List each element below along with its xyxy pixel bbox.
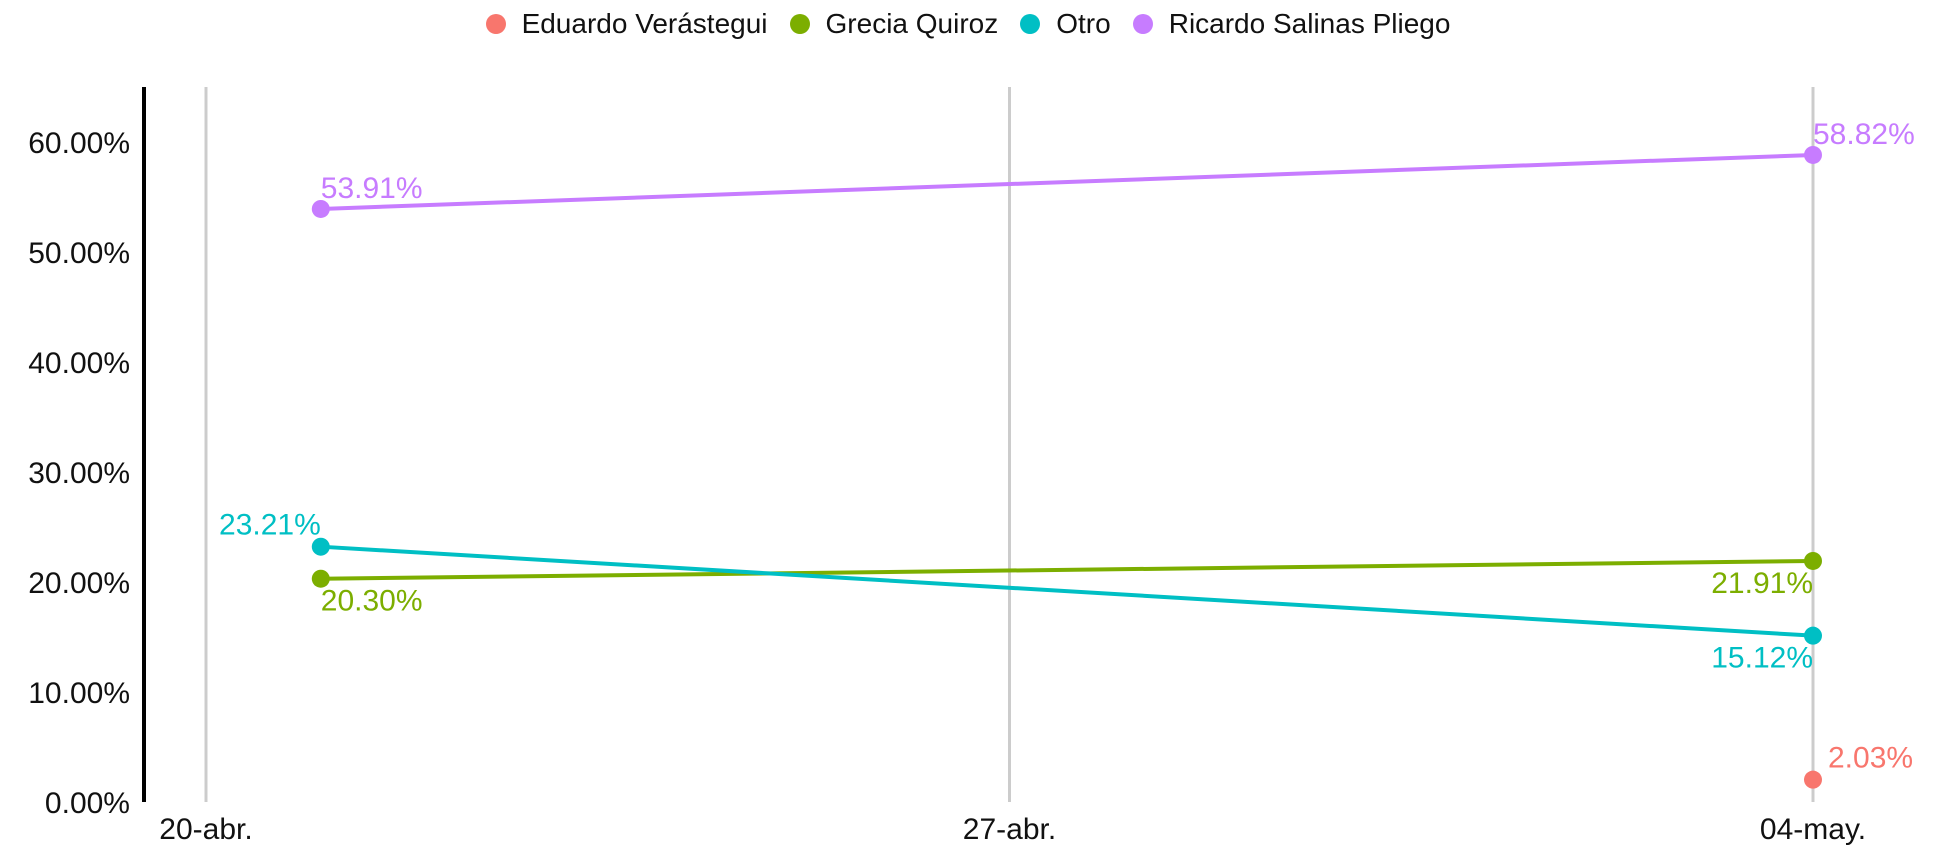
legend-swatch-eduardo (485, 14, 506, 34)
legend-label-ricardo: Ricardo Salinas Pliego (1168, 8, 1451, 39)
x-tick-label: 27-abr. (963, 813, 1056, 846)
data-label: 20.30% (321, 585, 423, 618)
legend-item-grecia: Grecia Quiroz (789, 8, 999, 40)
series-line-1 (320, 558, 1814, 581)
data-point (1804, 551, 1822, 570)
legend-item-otro: Otro (1020, 8, 1111, 40)
data-point (1804, 770, 1822, 789)
y-tick-label: 50.00% (28, 237, 130, 270)
legend-swatch-otro (1020, 14, 1041, 34)
legend-item-ricardo: Ricardo Salinas Pliego (1132, 8, 1451, 40)
data-label: 53.91% (321, 172, 423, 205)
data-point (311, 199, 330, 218)
legend-label-grecia: Grecia Quiroz (825, 8, 999, 39)
x-tick-label: 04-may. (1760, 813, 1866, 846)
legend-item-eduardo: Eduardo Verástegui (485, 8, 768, 40)
y-tick-label: 30.00% (28, 457, 130, 490)
data-label: 23.21% (219, 509, 321, 542)
data-label: 2.03% (1828, 742, 1913, 775)
y-tick-label: 0.00% (45, 787, 130, 820)
series-line-3 (320, 152, 1814, 211)
legend-label-otro: Otro (1056, 8, 1111, 39)
data-point (1804, 626, 1822, 645)
legend-swatch-grecia (789, 14, 810, 34)
data-point (311, 537, 330, 556)
y-tick-label: 10.00% (28, 677, 130, 710)
series-line-2 (320, 544, 1814, 638)
y-tick-label: 20.00% (28, 567, 130, 600)
legend-swatch-ricardo (1132, 14, 1153, 34)
data-label: 21.91% (1711, 567, 1813, 600)
y-tick-label: 40.00% (28, 347, 130, 380)
legend-label-eduardo: Eduardo Verástegui (521, 8, 768, 39)
data-point (311, 569, 330, 588)
data-label: 15.12% (1711, 642, 1813, 675)
data-label: 58.82% (1813, 118, 1915, 151)
y-tick-label: 60.00% (28, 127, 130, 160)
data-point (1804, 145, 1822, 164)
x-tick-label: 20-abr. (159, 813, 252, 846)
legend: Eduardo Verástegui Grecia Quiroz Otro Ri… (0, 8, 1936, 40)
